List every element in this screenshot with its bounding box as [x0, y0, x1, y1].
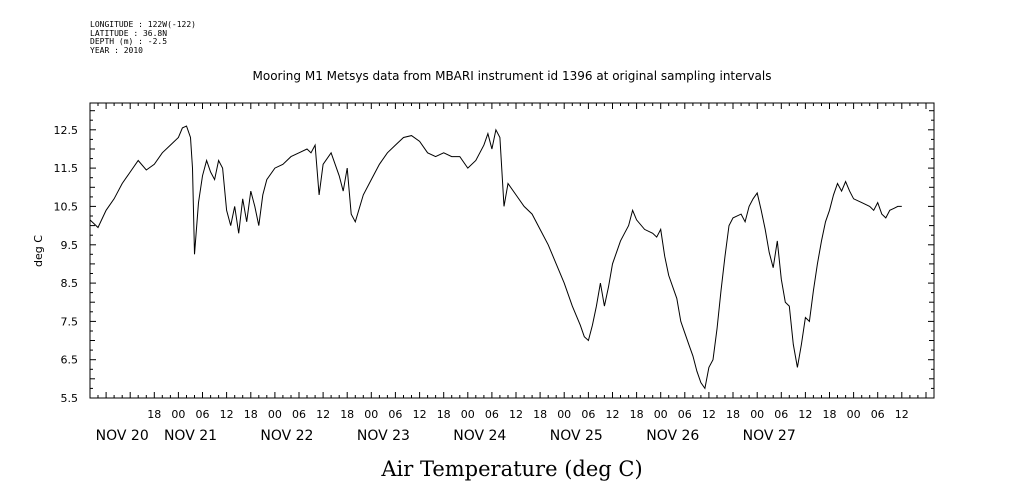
plot-frame — [89, 102, 935, 399]
x-tick-labels: 18 00 06 12 18 00 06 12 18 00 06 12 18 00 06 12 18 00 06 12… — [147, 408, 909, 421]
x-day-label: NOV 22 — [260, 428, 313, 444]
x-day-label: NOV 27 — [743, 428, 796, 444]
x-tick-label: 00 — [557, 408, 571, 421]
x-day-label: NOV 21 — [164, 428, 217, 444]
year-text: YEAR : 2010 — [90, 45, 143, 55]
x-day-label: NOV 24 — [453, 428, 506, 444]
y-axis-label: deg C — [32, 235, 45, 267]
x-tick-label: 06 — [678, 408, 692, 421]
x-tick-label: 00 — [364, 408, 378, 421]
longitude-text: LONGITUDE : 122W(-122) — [90, 20, 196, 29]
y-tick-labels: 5.5 6.5 7.5 8.5 9.5 10.5 11.5 12.5 — [54, 124, 79, 405]
x-tick-label: 18 — [244, 408, 258, 421]
x-tick-label: 12 — [702, 408, 716, 421]
x-tick-label: 18 — [147, 408, 161, 421]
x-tick-label: 00 — [654, 408, 668, 421]
chart-title: Mooring M1 Metsys data from MBARI instru… — [253, 69, 772, 83]
x-tick-label: 06 — [196, 408, 210, 421]
x-day-label: NOV 26 — [646, 428, 699, 444]
x-tick-label: 06 — [581, 408, 595, 421]
x-tick-label: 12 — [413, 408, 427, 421]
x-tick-label: 12 — [606, 408, 620, 421]
air-temperature-series-line — [89, 125, 902, 390]
x-tick-label: 12 — [509, 408, 523, 421]
x-tick-label: 00 — [171, 408, 185, 421]
x-day-label: NOV 23 — [357, 428, 410, 444]
y-tick-label: 5.5 — [61, 392, 79, 405]
y-tick-label: 10.5 — [54, 200, 79, 213]
x-tick-label: 12 — [316, 408, 330, 421]
x-tick-label: 06 — [388, 408, 402, 421]
metadata-block: LONGITUDE : 122W(-122) LATITUDE : 36.8N … — [90, 20, 196, 55]
latitude-text: LATITUDE : 36.8N — [90, 28, 168, 38]
axis-ticks — [89, 103, 935, 399]
x-tick-label: 18 — [533, 408, 547, 421]
x-tick-label: 06 — [485, 408, 499, 421]
x-tick-label: 00 — [461, 408, 475, 421]
y-tick-label: 6.5 — [61, 354, 79, 367]
x-tick-label: 12 — [220, 408, 234, 421]
y-tick-label: 12.5 — [54, 124, 79, 137]
x-tick-label: 12 — [798, 408, 812, 421]
y-tick-label: 7.5 — [61, 315, 79, 328]
x-tick-label: 00 — [750, 408, 764, 421]
x-tick-label: 18 — [726, 408, 740, 421]
x-tick-label: 06 — [292, 408, 306, 421]
x-tick-label: 06 — [774, 408, 788, 421]
x-day-label: NOV 25 — [550, 428, 603, 444]
x-tick-label: 18 — [437, 408, 451, 421]
x-axis-label: Air Temperature (deg C) — [380, 457, 642, 481]
x-tick-label: 18 — [630, 408, 644, 421]
x-tick-label: 18 — [823, 408, 837, 421]
x-day-label: NOV 20 — [96, 428, 149, 444]
x-tick-label: 18 — [340, 408, 354, 421]
x-tick-label: 00 — [268, 408, 282, 421]
x-tick-label: 00 — [847, 408, 861, 421]
y-tick-label: 8.5 — [61, 277, 79, 290]
x-day-labels: NOV 20 NOV 21 NOV 22 NOV 23 NOV 24 NOV 25 NOV … — [96, 428, 796, 444]
x-tick-label: 12 — [895, 408, 909, 421]
y-tick-label: 11.5 — [54, 162, 79, 175]
depth-text: DEPTH (m) : -2.5 — [90, 37, 168, 46]
y-tick-label: 9.5 — [61, 239, 79, 252]
x-tick-label: 06 — [871, 408, 885, 421]
